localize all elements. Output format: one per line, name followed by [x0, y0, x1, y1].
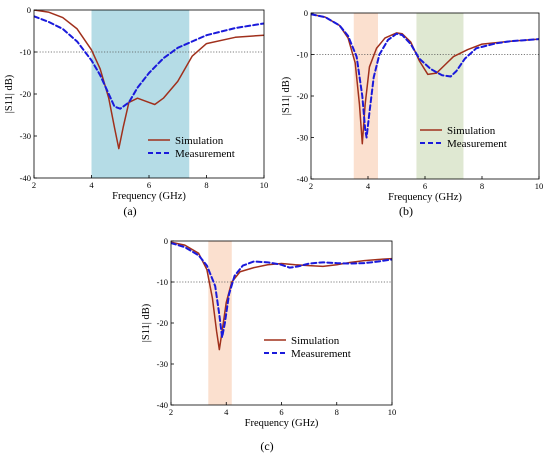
panel-caption: (a) [123, 204, 136, 218]
x-tick-label: 8 [204, 180, 208, 190]
legend-label: Measurement [175, 148, 235, 160]
y-tick-label: -10 [297, 50, 308, 60]
series-line-simulation [171, 241, 392, 351]
y-tick-label: 0 [304, 8, 308, 18]
x-tick-label: 2 [169, 407, 173, 417]
y-tick-label: -30 [157, 359, 168, 369]
y-tick-label: -20 [297, 91, 308, 101]
legend-label: Measurement [291, 348, 351, 360]
x-tick-label: 4 [366, 181, 371, 191]
legend-label: Simulation [447, 125, 496, 137]
y-tick-label: -10 [157, 277, 168, 287]
x-axis-label: Frequency (GHz) [388, 192, 462, 203]
y-tick-label: -40 [297, 174, 308, 184]
chart-panel-2: 2 4 6 8 10 0 -10 -20 -30 -40 Frequency (GHz) |S11| … [281, 8, 543, 218]
series-line-measurement [34, 15, 264, 110]
x-tick-label: 6 [279, 407, 283, 417]
x-tick-label: 4 [224, 407, 229, 417]
legend-label: Measurement [447, 138, 507, 150]
x-tick-label: 2 [32, 180, 36, 190]
series-line-measurement [311, 13, 539, 139]
shaded-band [208, 241, 232, 405]
series-line-simulation [34, 10, 264, 150]
x-tick-label: 10 [388, 407, 397, 417]
series-group [311, 13, 539, 145]
chart-panel-1: 2 4 6 8 10 0 -10 -20 -30 -40 Frequency (GHz) |S11| … [4, 5, 268, 218]
y-tick-label: 0 [164, 236, 168, 246]
y-tick-label: -40 [157, 400, 168, 410]
x-tick-label: 10 [260, 180, 269, 190]
y-tick-label: -30 [297, 133, 308, 143]
y-tick-label: -30 [20, 131, 31, 141]
x-tick-label: 4 [89, 180, 94, 190]
y-axis-label: |S11| dB) [4, 74, 15, 113]
y-tick-label: -10 [20, 47, 31, 57]
x-axis-label: Frequency (GHz) [245, 418, 319, 429]
panel-caption: (c) [260, 439, 273, 453]
x-tick-label: 8 [335, 407, 339, 417]
x-tick-label: 10 [535, 181, 544, 191]
series-group [171, 241, 392, 351]
legend-label: Simulation [175, 135, 224, 147]
y-tick-label: -20 [157, 318, 168, 328]
x-tick-label: 2 [309, 181, 313, 191]
shaded-band [416, 13, 464, 179]
chart-panel-3: 2 4 6 8 10 0 -10 -20 -30 -40 Frequency (GHz) |S11| … [141, 236, 396, 453]
x-axis-label: Frequency (GHz) [112, 191, 186, 202]
chart-panels: 2 4 6 8 10 0 -10 -20 -30 -40 Frequency (GHz) |S11| … [4, 5, 543, 453]
y-axis-label: |S11| dB) [281, 76, 292, 115]
series-line-measurement [171, 242, 392, 339]
legend-label: Simulation [291, 335, 340, 347]
series-group [34, 10, 264, 150]
x-tick-label: 6 [147, 180, 151, 190]
panel-caption: (b) [399, 204, 413, 218]
x-tick-label: 8 [480, 181, 484, 191]
y-axis-label: |S11| dB) [141, 303, 152, 342]
y-tick-label: 0 [27, 5, 31, 15]
y-tick-label: -20 [20, 89, 31, 99]
y-tick-label: -40 [20, 173, 31, 183]
x-tick-label: 6 [423, 181, 427, 191]
